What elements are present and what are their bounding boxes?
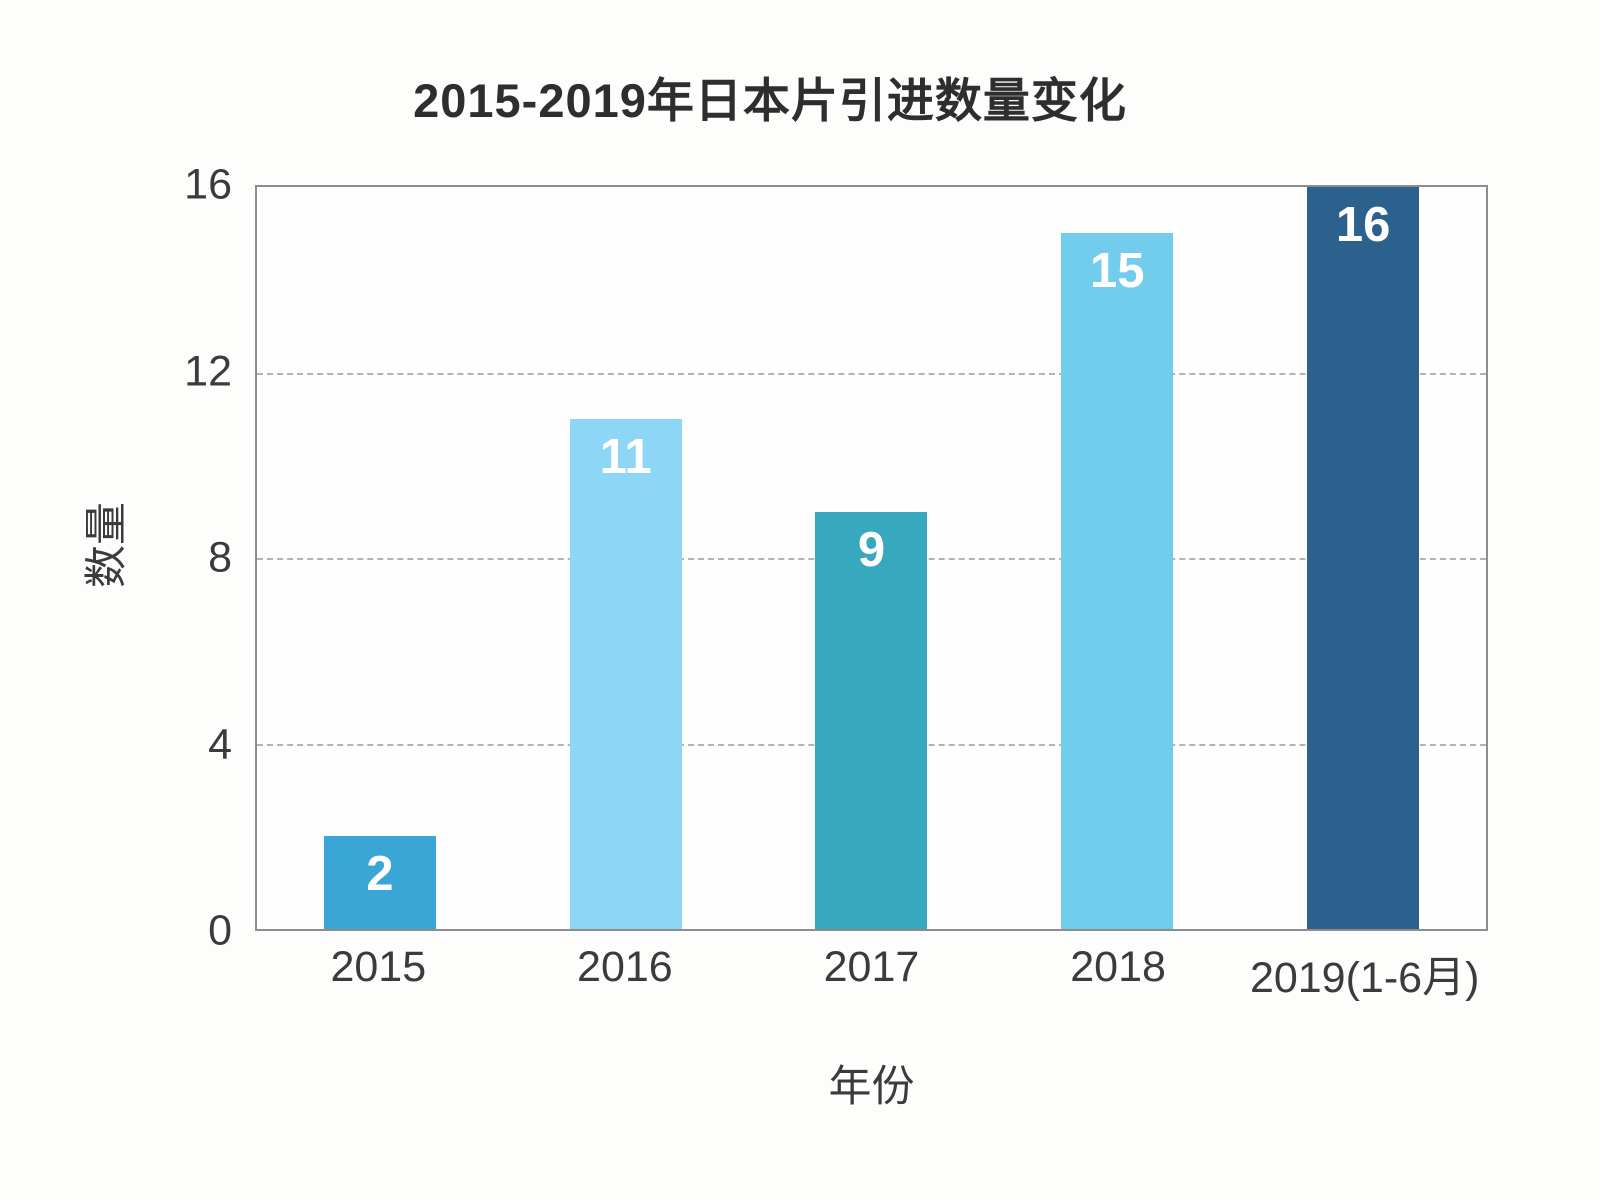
bar-2016: 11	[569, 418, 682, 929]
x-axis-tick-labels: 2015 2016 2017 2018 2019(1-6月)	[255, 943, 1488, 1005]
bar-slot-2015: 2	[257, 187, 503, 929]
bar-value-label: 15	[1090, 244, 1145, 299]
bar-2018: 15	[1061, 233, 1174, 929]
x-tick-label-2016: 2016	[577, 943, 673, 991]
bar-value-label: 11	[599, 429, 652, 484]
bar-2017: 9	[815, 511, 928, 929]
bar-2015: 2	[323, 836, 436, 929]
bar-value-label: 16	[1335, 198, 1391, 252]
y-tick-label-8: 8	[208, 533, 232, 582]
x-axis-title: 年份	[828, 1063, 915, 1111]
bar-slot-2019(1-6月): 16	[1240, 187, 1486, 929]
bar-value-label: 2	[366, 847, 394, 902]
x-tick-label-2018: 2018	[1070, 943, 1166, 991]
x-tick-label-2017: 2017	[823, 943, 920, 991]
bar-slot-2016: 11	[503, 187, 749, 929]
gridline-y-12	[257, 372, 1486, 375]
x-tick-label-2019(1-6月): 2019(1-6月)	[1249, 954, 1480, 1002]
plot-area: 2 11 9 15 16	[255, 185, 1488, 931]
y-tick-label-12: 12	[184, 347, 232, 395]
y-tick-label-0: 0	[208, 906, 232, 955]
bar-value-label: 9	[857, 522, 886, 577]
bar-2019(1-6月): 16	[1307, 187, 1420, 929]
y-axis-tick-labels: 0 4 8 12 16	[0, 161, 232, 955]
y-tick-label-4: 4	[208, 720, 232, 768]
bar-slot-2017: 9	[749, 187, 995, 929]
y-tick-label-16: 16	[184, 160, 232, 209]
bar-slot-2018: 15	[994, 187, 1240, 929]
chart-title: 2015-2019年日本片引进数量变化	[413, 74, 1127, 127]
x-tick-label-2015: 2015	[330, 943, 427, 991]
bars-row: 2 11 9 15 16	[257, 187, 1486, 929]
